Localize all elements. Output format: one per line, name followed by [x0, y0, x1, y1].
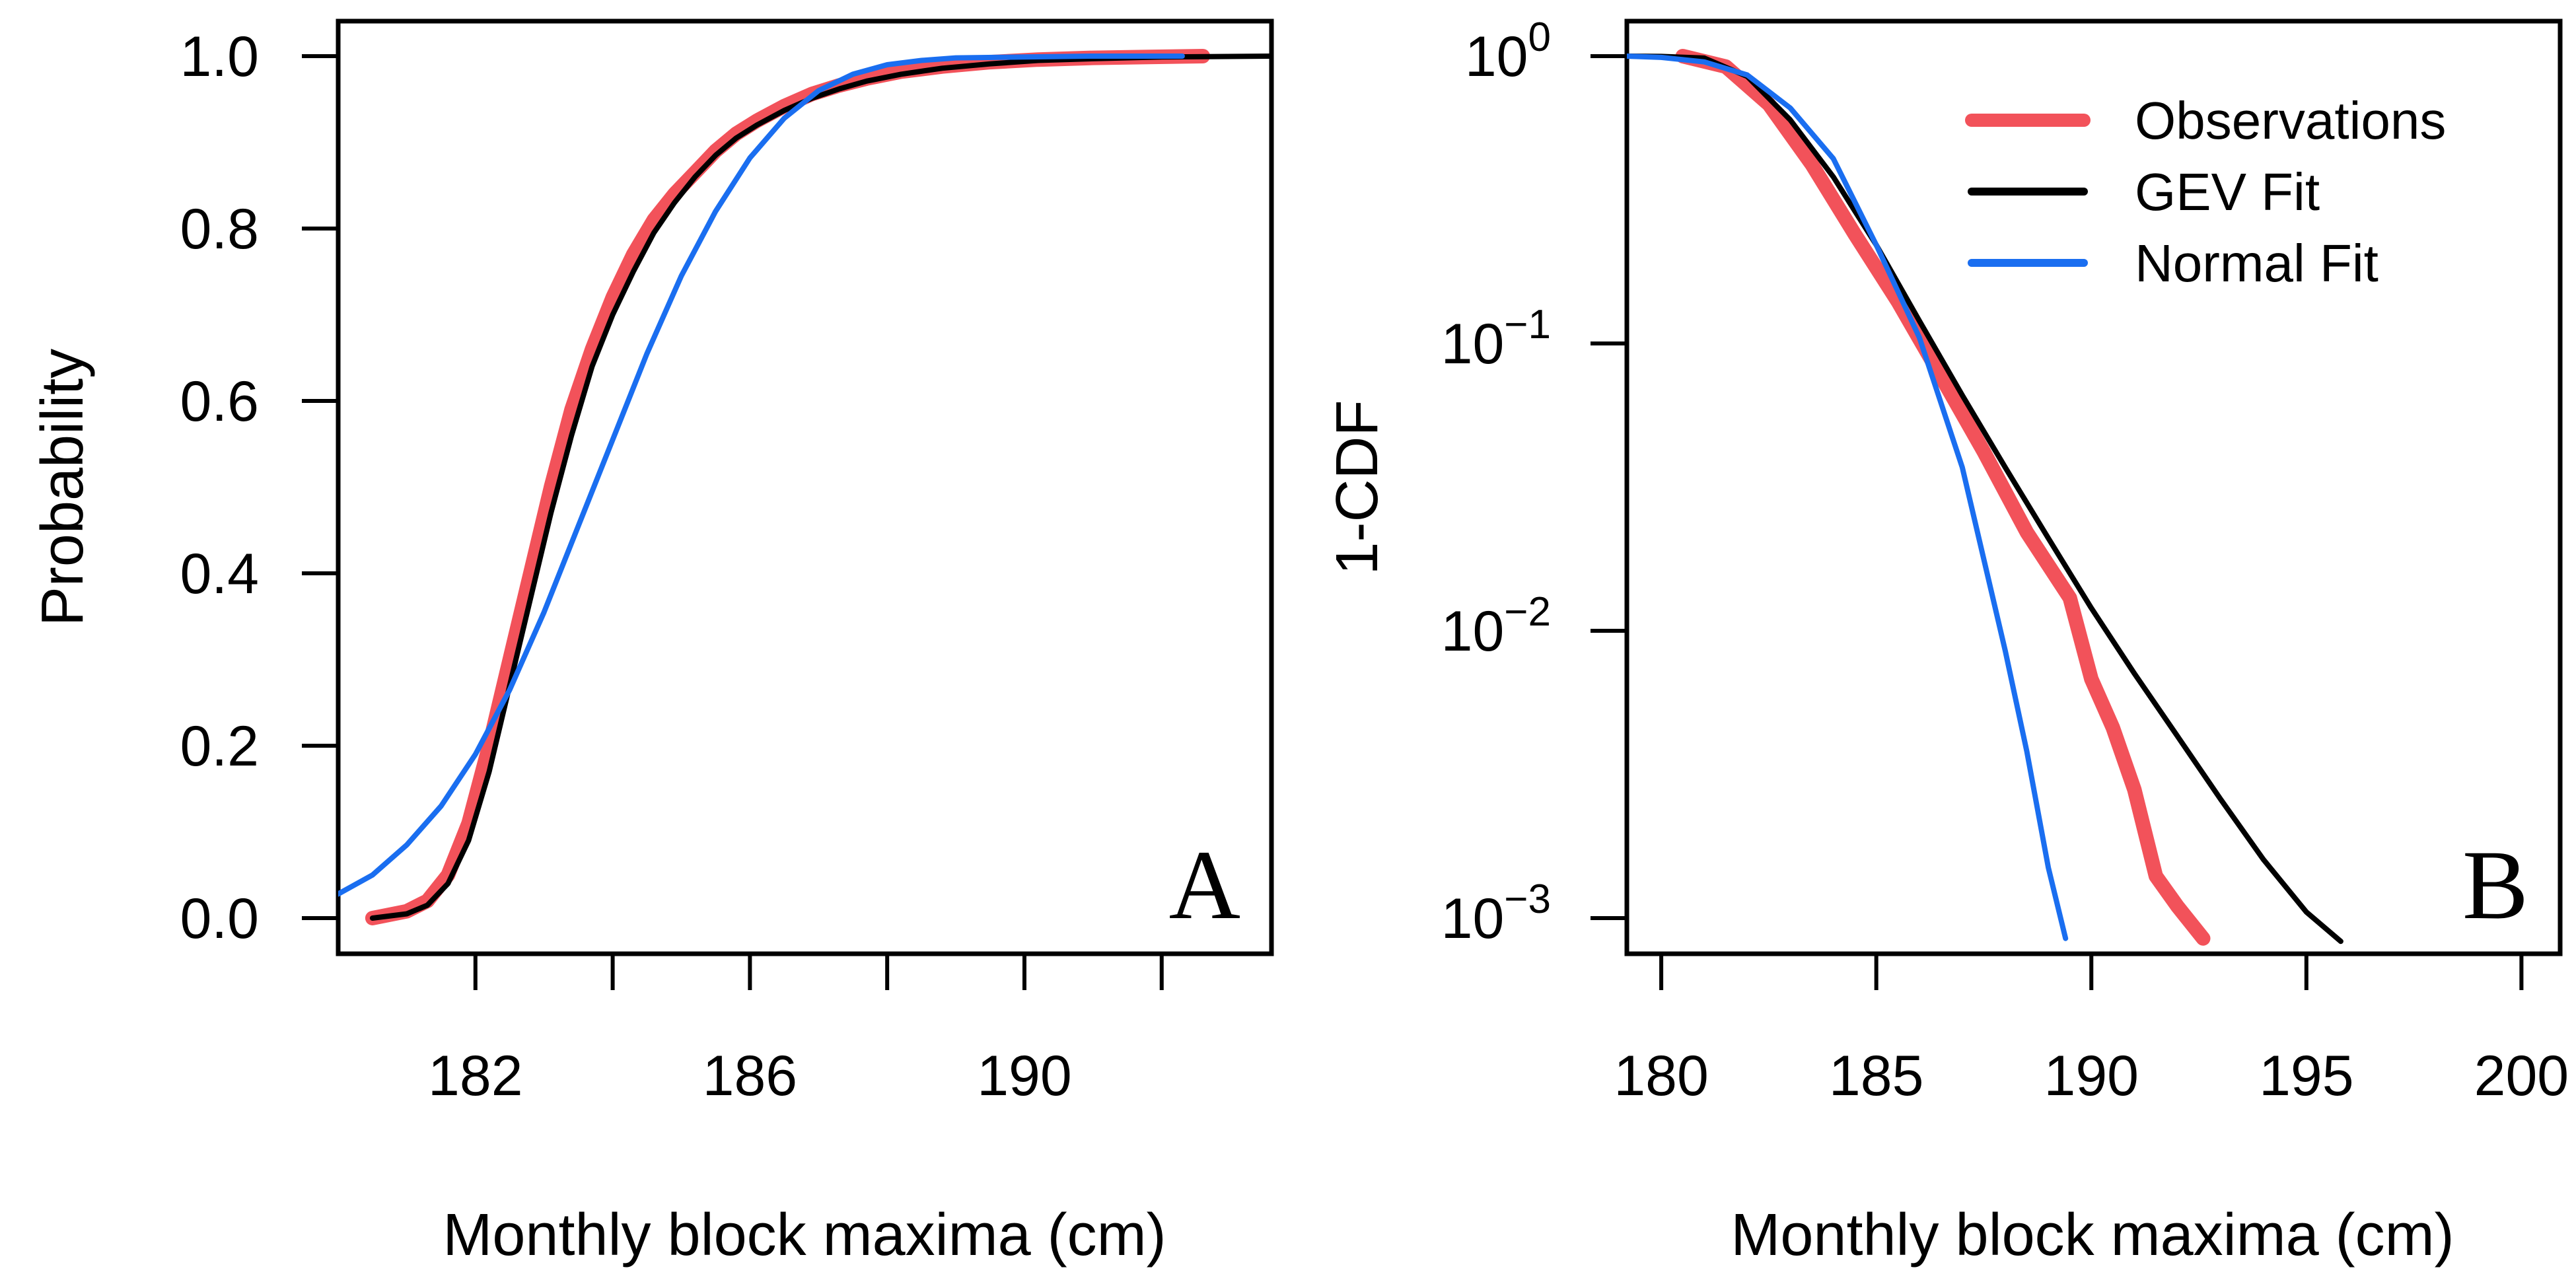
panel-b-xtick-label: 195 [2259, 1044, 2354, 1108]
panel-a-ytick-label: 0.0 [180, 887, 259, 950]
panel-b-xtick-label: 185 [1829, 1044, 1924, 1108]
panel-b-ylabel: 1-CDF [1324, 400, 1390, 575]
panel-a-xtick-label: 190 [977, 1044, 1072, 1108]
panel-a-ytick-label: 0.6 [180, 370, 259, 433]
panel-b-frame [1624, 18, 2563, 956]
panel-a-letter: A [1169, 830, 1240, 940]
panel-a-chart: 182 186 190 0.0 0.2 0.4 0.6 0.8 1.0 Monthly bloc… [30, 18, 1274, 1268]
panel-a-ytick-label: 0.4 [180, 542, 259, 606]
panel-b-ytick-label: 10−3 [1441, 877, 1551, 950]
panel-b-ytick-label: 10−2 [1441, 589, 1551, 663]
panel-a-frame [336, 18, 1274, 956]
panel-a-ytick-label: 0.8 [180, 197, 259, 261]
panel-b-letter: B [2462, 830, 2528, 940]
panel-b-series-observations [1675, 49, 2211, 946]
legend-label-normal-fit: Normal Fit [2135, 234, 2379, 293]
panel-a-series-observations [365, 49, 1211, 925]
legend: Observations GEV Fit Normal Fit [1965, 91, 2446, 293]
panel-a-ytick-label: 1.0 [180, 25, 259, 89]
panel-a-xtick-label: 186 [703, 1044, 798, 1108]
panel-a-xtick-label: 182 [428, 1044, 523, 1108]
panel-b-xtick-label: 200 [2474, 1044, 2569, 1108]
panel-b-ytick-label: 10−1 [1441, 302, 1551, 376]
legend-label-observations: Observations [2135, 91, 2446, 150]
panel-a-series-gev-fit [369, 54, 1271, 921]
panel-a-ytick-label: 0.2 [180, 715, 259, 778]
legend-label-gev-fit: GEV Fit [2135, 162, 2320, 221]
panel-b-xtick-label: 190 [2044, 1044, 2139, 1108]
panel-a-series-normal-fit [338, 54, 1185, 897]
panel-a-ylabel: Probability [30, 349, 96, 626]
panel-b-series-normal-fit [1627, 54, 2069, 941]
panel-a-xlabel: Monthly block maxima (cm) [443, 1202, 1166, 1268]
panel-b-ytick-label: 100 [1465, 15, 1551, 89]
panel-b-xtick-label: 180 [1614, 1044, 1709, 1108]
panel-b-chart: 180 185 190 195 200 100 10−1 10−2 10−3 Monthly b… [1324, 15, 2569, 1268]
panel-b-xlabel: Monthly block maxima (cm) [1731, 1202, 2454, 1268]
